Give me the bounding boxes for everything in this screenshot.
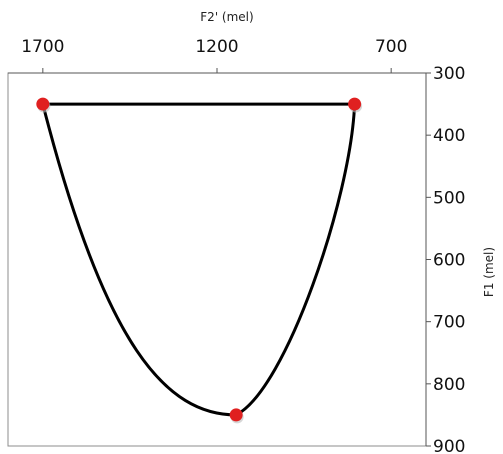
y-tick-label: 800 [433,375,465,395]
x-ticks: 1700 1200 700 [21,37,407,73]
y-tick-label: 600 [433,251,465,271]
x-tick-label: 1700 [21,37,64,57]
data-point [348,97,362,111]
y-tick-label: 500 [433,188,465,208]
y-ticks: 300 400 500 600 700 800 900 [426,64,465,454]
y-tick-label: 400 [433,126,465,146]
data-point [229,408,243,422]
x-tick-label: 1200 [195,37,238,57]
x-tick-label: 700 [375,37,407,57]
triangle-left-edge [41,102,238,417]
plot-frame [7,72,427,447]
x-axis-title: F2' (mel) [200,10,253,24]
y-tick-label: 300 [433,64,465,84]
triangle-right-edge [234,102,357,417]
y-tick-label: 700 [433,313,465,333]
y-tick-label: 900 [433,437,465,454]
series-layer [36,97,363,424]
y-axis-title: F1 (mel) [482,247,496,297]
data-point [36,97,50,111]
